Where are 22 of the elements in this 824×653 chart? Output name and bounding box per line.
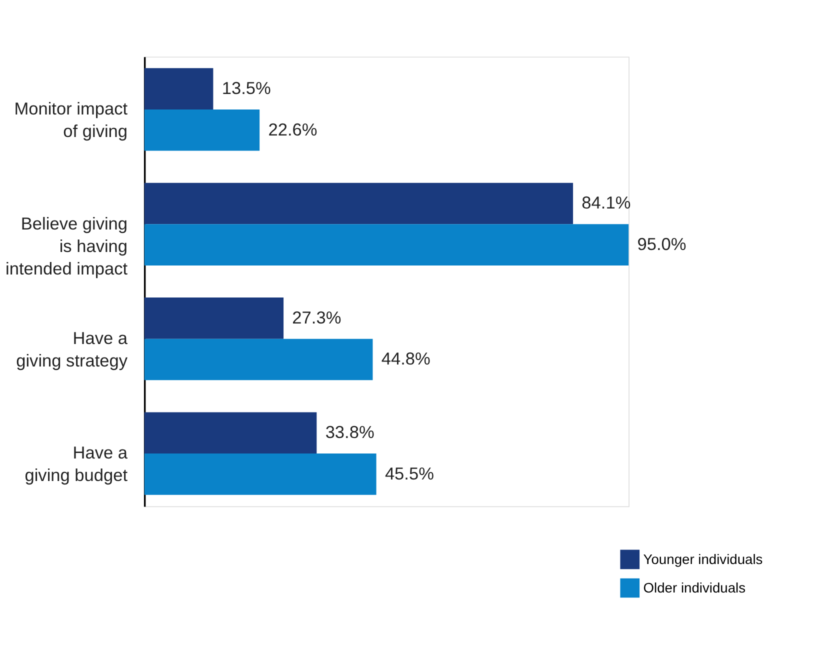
y-tick-label: Monitor impact of giving <box>14 98 128 142</box>
bar <box>144 68 214 110</box>
bar <box>144 454 376 495</box>
data-label: 33.8% <box>325 422 374 442</box>
y-tick-label: Have a giving budget <box>24 442 128 486</box>
data-label: 22.6% <box>268 119 318 140</box>
y-tick-label: Believe giving is having intended impact <box>6 213 128 278</box>
legend-label: Younger individuals <box>643 550 763 567</box>
bar <box>144 338 373 380</box>
bar <box>144 412 317 454</box>
data-label: 45.5% <box>384 463 434 484</box>
bar <box>144 182 574 224</box>
bar <box>144 109 260 151</box>
data-label: 84.1% <box>582 192 631 213</box>
data-label: 44.8% <box>381 348 430 369</box>
bar <box>144 298 284 339</box>
bar <box>144 224 629 266</box>
y-tick-label: Have a giving strategy <box>16 328 128 371</box>
data-label: 95.0% <box>637 234 686 254</box>
data-label: 27.3% <box>292 307 342 328</box>
data-label: 13.5% <box>222 78 271 98</box>
legend-label: Older individuals <box>643 579 746 596</box>
